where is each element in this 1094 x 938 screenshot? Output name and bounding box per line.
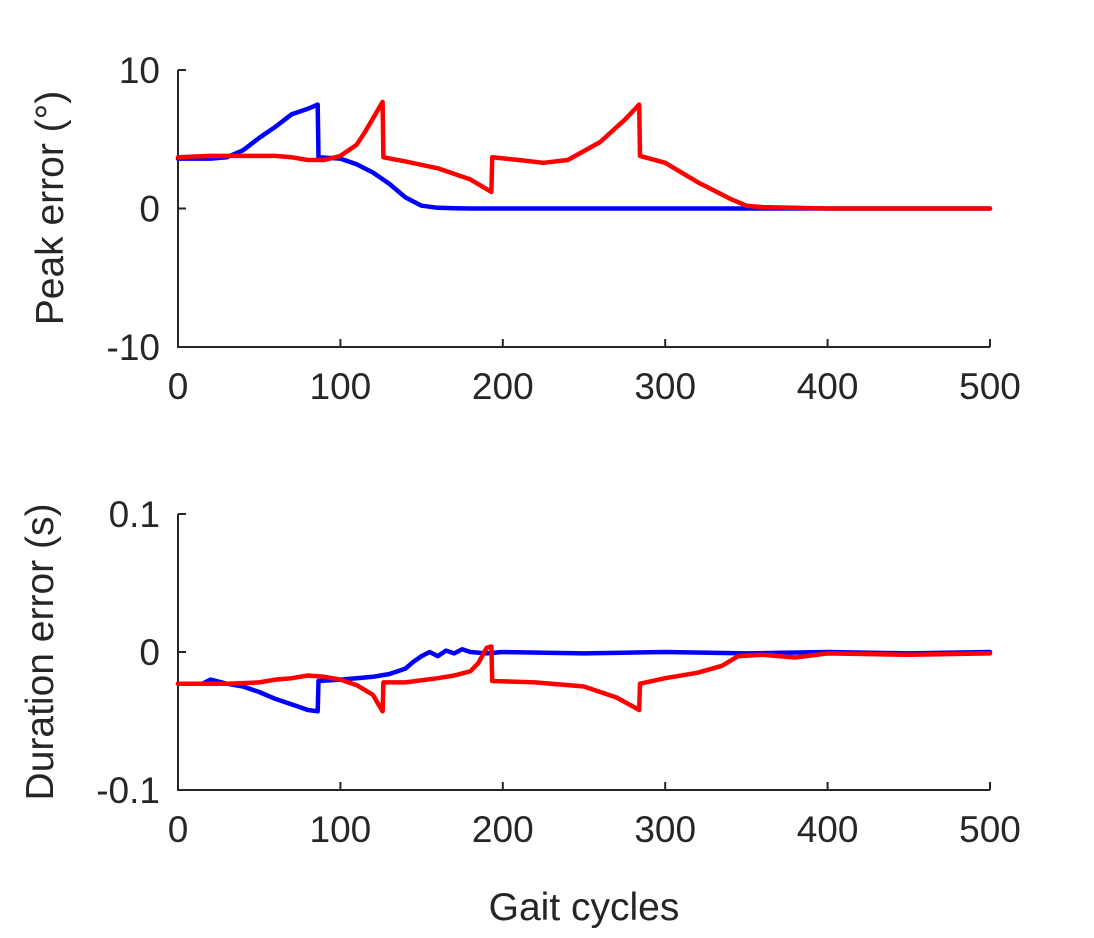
duration-error-panel: 0 100 200 300 400 500-0.100.1 Duration error … (19, 494, 1021, 929)
duration-error-ticks (177, 513, 991, 791)
duration-error-x-tick-label: 400 (797, 809, 859, 850)
duration-error-y-tick-label: -0.1 (96, 770, 160, 811)
duration-error-x-tick-label: 500 (959, 809, 1021, 850)
duration-error-series-line-2 (175, 644, 993, 714)
peak-error-y-axis-label: Peak error (°) (29, 91, 72, 325)
peak-error-y-tick-label: -10 (107, 327, 160, 368)
peak-error-y-tick-label: 0 (139, 189, 160, 230)
duration-error-x-tick-label: 300 (634, 809, 696, 850)
peak-error-x-tick-label: 400 (797, 366, 859, 407)
x-axis-label: Gait cycles (489, 886, 680, 929)
peak-error-x-tick-label: 100 (310, 366, 372, 407)
peak-error-series-line-1 (175, 102, 993, 211)
duration-error-y-axis-label: Duration error (s) (19, 504, 62, 801)
duration-error-y-tick-label: 0.1 (109, 494, 160, 535)
duration-error-x-tick-label: 0 (168, 809, 189, 850)
peak-error-ticks (177, 69, 991, 348)
duration-error-series-line-1 (175, 646, 993, 714)
duration-error-y-tick-label: 0 (139, 632, 160, 673)
peak-error-x-tick-label: 200 (472, 366, 534, 407)
duration-error-tick-labels: 0 100 200 300 400 500-0.100.1 (96, 494, 1021, 850)
duration-error-x-tick-label: 200 (472, 809, 534, 850)
peak-error-series-line-2 (175, 99, 993, 211)
peak-error-x-tick-label: 0 (168, 366, 189, 407)
peak-error-series (175, 99, 993, 211)
peak-error-x-tick-label: 500 (959, 366, 1021, 407)
peak-error-y-tick-label: 10 (119, 50, 160, 91)
duration-error-series (175, 644, 993, 714)
duration-error-x-tick-label: 100 (310, 809, 372, 850)
peak-error-x-tick-label: 300 (634, 366, 696, 407)
